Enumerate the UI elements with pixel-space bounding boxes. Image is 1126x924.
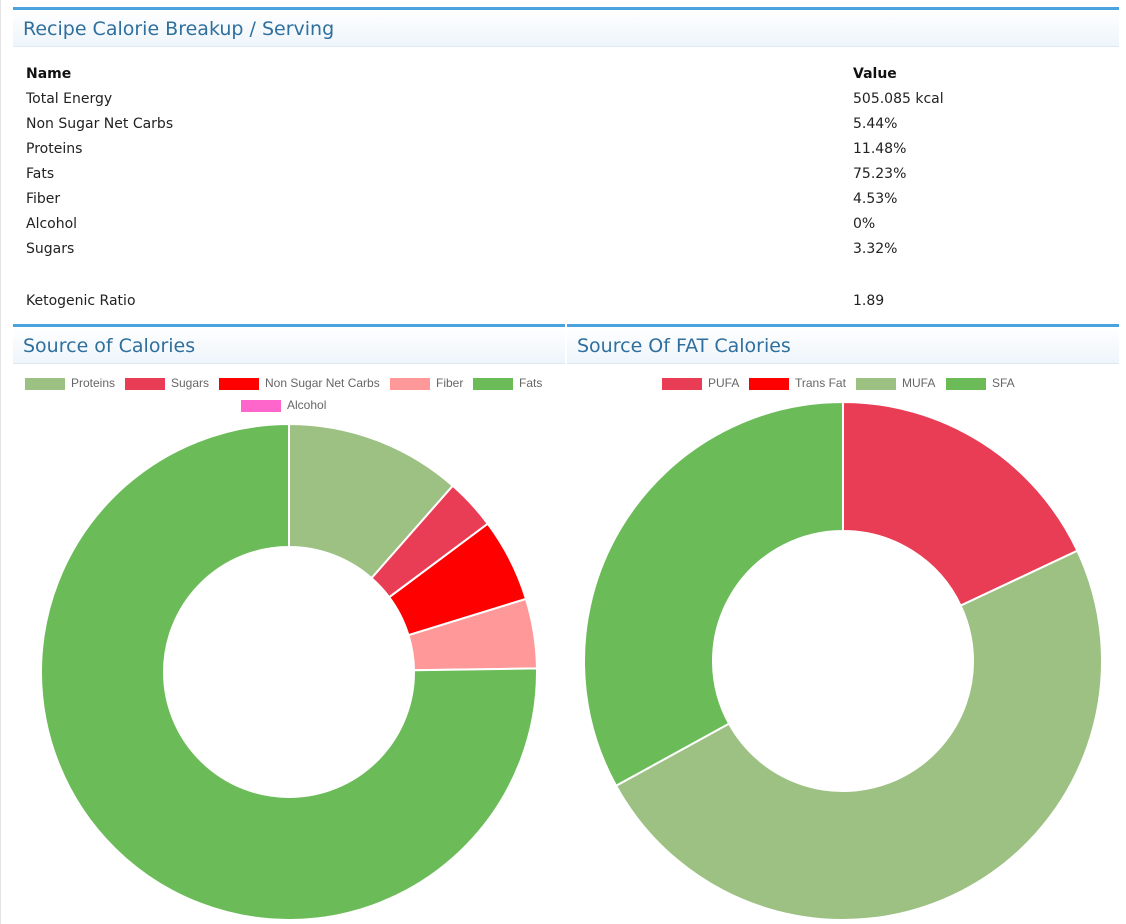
row-name: Sugars (26, 241, 75, 257)
legend-label: Fiber (436, 376, 464, 390)
row-value: 0% (853, 216, 876, 232)
row-name: Alcohol (26, 216, 78, 232)
legend-label: Alcohol (287, 398, 327, 412)
legend-swatch (946, 378, 986, 390)
value-column-header: Value (853, 66, 897, 82)
table-row: Total Energy 505.085 kcal (26, 91, 1116, 111)
legend-swatch (390, 378, 430, 390)
page-left-border (0, 0, 1, 924)
row-value: 4.53% (853, 191, 898, 207)
row-name: Non Sugar Net Carbs (26, 116, 174, 132)
calorie-panel-header: Recipe Calorie Breakup / Serving (13, 7, 1119, 47)
row-name: Total Energy (26, 91, 113, 107)
legend-label: Proteins (71, 376, 116, 390)
row-value: 505.085 kcal (853, 91, 944, 107)
legend-swatch (125, 378, 165, 390)
table-row: Fiber 4.53% (26, 191, 1116, 211)
legend-label: Fats (519, 376, 543, 390)
legend-swatch (25, 378, 65, 390)
ketogenic-ratio-label: Ketogenic Ratio (26, 293, 136, 309)
name-column-header: Name (26, 66, 72, 82)
legend-swatch (662, 378, 702, 390)
legend-swatch (473, 378, 513, 390)
calorie-panel-title: Recipe Calorie Breakup / Serving (23, 18, 335, 40)
legend-label: Non Sugar Net Carbs (265, 376, 380, 390)
fat-chart-header: Source Of FAT Calories (567, 324, 1119, 364)
table-row: Fats 75.23% (26, 166, 1116, 186)
table-row: Proteins 11.48% (26, 141, 1116, 161)
legend-label: Trans Fat (795, 376, 846, 390)
legend-swatch (241, 400, 281, 412)
calories-chart-title: Source of Calories (23, 335, 196, 357)
table-header-row: Name Value (26, 66, 1116, 86)
row-name: Fiber (26, 191, 61, 207)
legend-swatch (856, 378, 896, 390)
row-value: 11.48% (853, 141, 907, 157)
ketogenic-ratio-value: 1.89 (853, 293, 885, 309)
slice-sfa[interactable] (583, 400, 844, 788)
legend-swatch (219, 378, 259, 390)
row-value: 5.44% (853, 116, 898, 132)
row-value: 75.23% (853, 166, 907, 182)
table-row: Sugars 3.32% (26, 241, 1116, 261)
row-name: Fats (26, 166, 55, 182)
legend-label: MUFA (902, 376, 936, 390)
legend-label: Sugars (171, 376, 210, 390)
table-row: Non Sugar Net Carbs 5.44% (26, 116, 1116, 136)
calories-chart-header: Source of Calories (13, 324, 565, 364)
legend-swatch (749, 378, 789, 390)
row-value: 3.32% (853, 241, 898, 257)
slice-pufa[interactable] (842, 400, 1079, 607)
legend-label: PUFA (708, 376, 740, 390)
row-name: Proteins (26, 141, 83, 157)
slice-mufa[interactable] (614, 549, 1103, 921)
slice-fats[interactable] (40, 422, 538, 921)
table-row: Alcohol 0% (26, 216, 1116, 236)
legend-label: SFA (992, 376, 1015, 390)
fat-chart-title: Source Of FAT Calories (577, 335, 791, 357)
ketogenic-ratio-row: Ketogenic Ratio 1.89 (26, 293, 1116, 313)
